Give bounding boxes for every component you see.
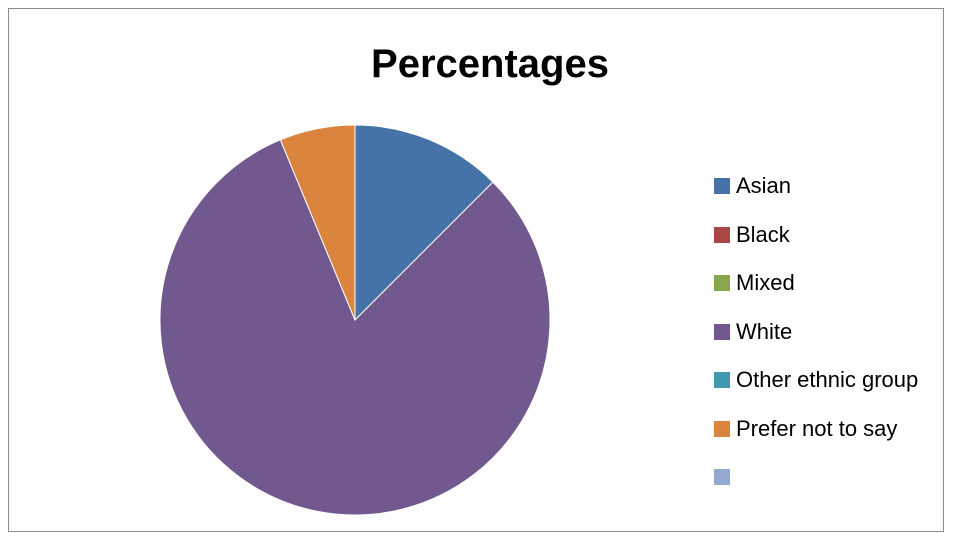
pie-slice-asian xyxy=(354,124,494,322)
legend-swatch xyxy=(714,275,730,292)
legend-item: Other ethnic group xyxy=(714,356,918,405)
legend-label: Prefer not to say xyxy=(736,415,898,441)
legend-swatch xyxy=(714,226,730,243)
legend-swatch xyxy=(714,420,730,437)
legend-swatch xyxy=(714,178,730,195)
legend-label: Asian xyxy=(736,173,792,199)
legend-item: Black xyxy=(714,211,918,260)
pie-slice-white xyxy=(159,139,551,516)
pie-slice-prefer-not-to-say xyxy=(279,124,356,321)
legend-label: Black xyxy=(736,221,790,247)
legend-item: Mixed xyxy=(714,259,918,308)
legend-label: White xyxy=(736,318,793,344)
legend: Asian Black Mixed White Other ethnic group Pr… xyxy=(714,162,918,502)
legend-label: Other ethnic group xyxy=(736,367,919,393)
chart-title: Percentages xyxy=(371,42,609,86)
legend-swatch xyxy=(714,469,730,486)
pie-slices xyxy=(159,124,551,516)
legend-label: Mixed xyxy=(736,270,795,296)
legend-item: White xyxy=(714,308,918,357)
legend-item: Asian xyxy=(714,162,918,211)
legend-item xyxy=(714,453,918,502)
legend-item: Prefer not to say xyxy=(714,405,918,454)
legend-swatch xyxy=(714,323,730,340)
legend-swatch xyxy=(714,372,730,389)
